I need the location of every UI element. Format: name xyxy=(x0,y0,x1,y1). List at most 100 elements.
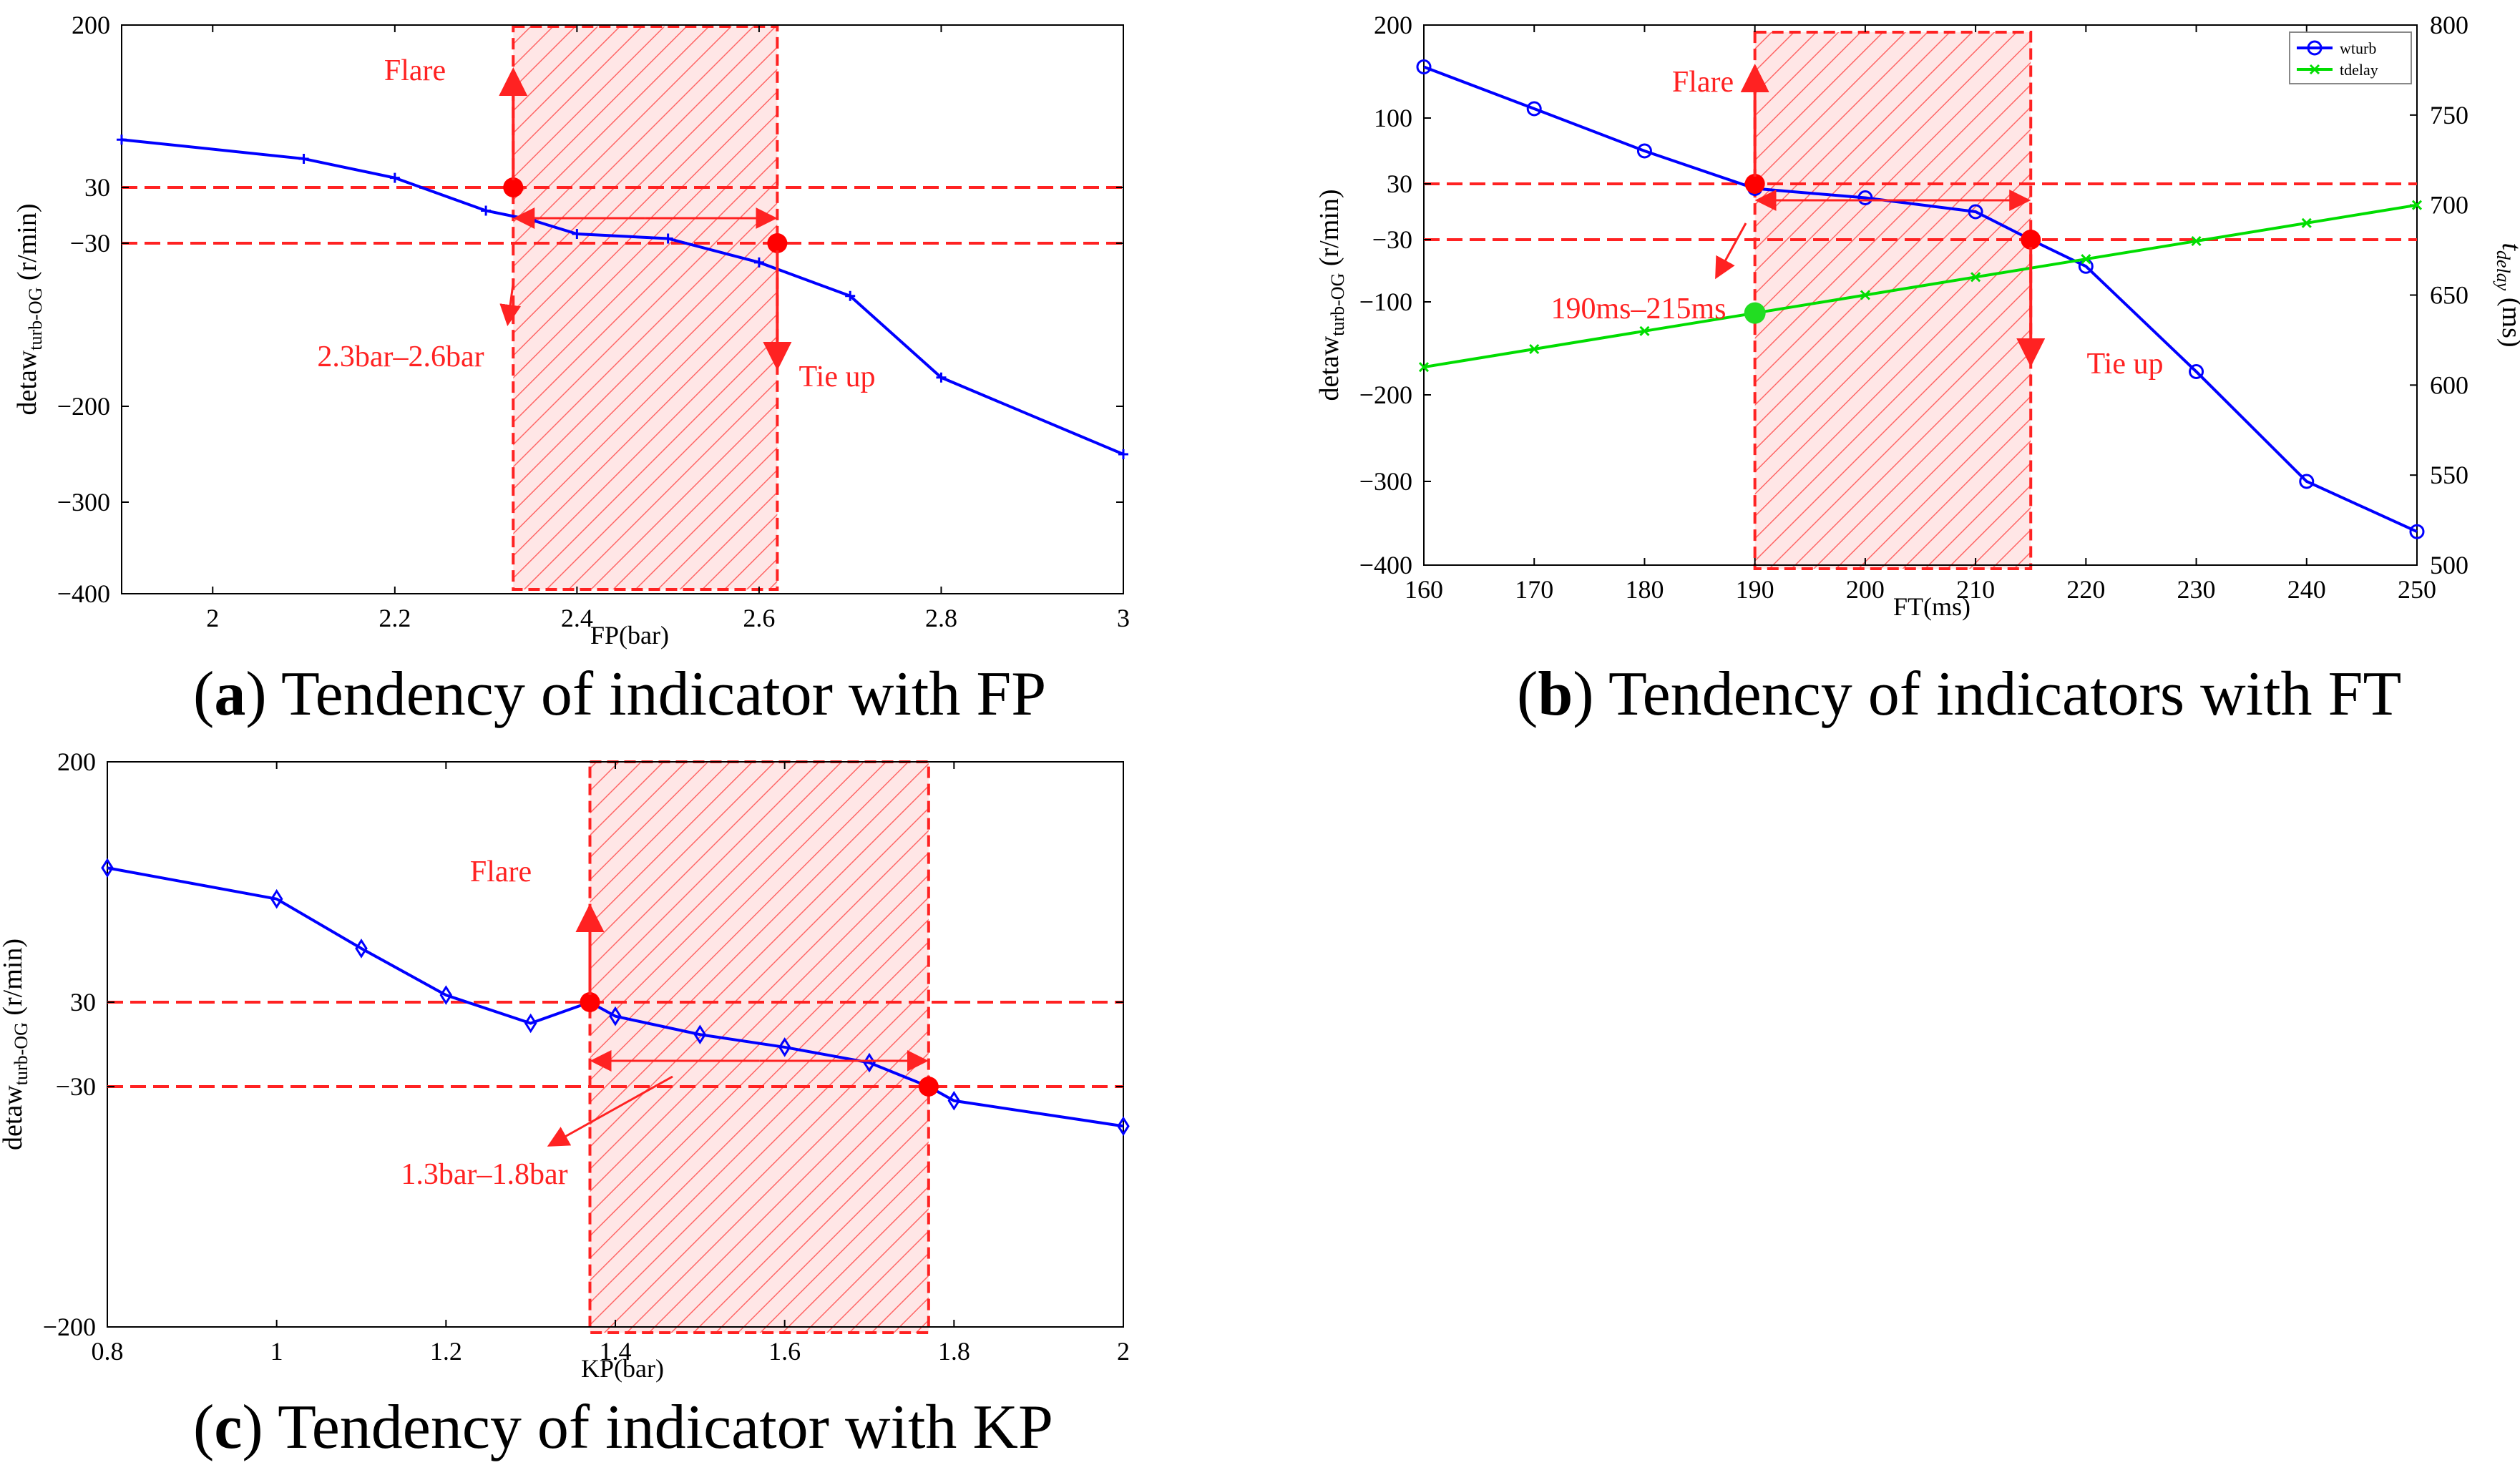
y-tick-label: −100 xyxy=(1359,288,1412,316)
x-tick-label: 210 xyxy=(1956,575,1995,604)
y-tick-label: −400 xyxy=(57,579,110,608)
data-point-wturb xyxy=(2189,364,2204,379)
legend-label: wturb xyxy=(2340,39,2376,57)
caption-b-letter: b xyxy=(1538,660,1573,729)
x-tick-label: 240 xyxy=(2287,575,2326,604)
y-label-sub: turb-OG xyxy=(1327,273,1348,336)
x-tick-label: 1.8 xyxy=(938,1337,970,1366)
y-right-tick-label: 600 xyxy=(2430,371,2468,399)
data-point-wturb xyxy=(1857,190,1873,205)
data-point-wturb xyxy=(389,172,400,183)
data-point-tdelay xyxy=(2081,254,2091,265)
caption-b: (b) Tendency of indicators with FT xyxy=(1517,660,2402,729)
series-line-wturb xyxy=(1423,65,2418,534)
y-right-label-unit: (ms) xyxy=(2496,290,2520,347)
data-point-tdelay xyxy=(1529,343,1540,355)
legend-marker xyxy=(2309,64,2320,75)
y-right-tick-label: 500 xyxy=(2430,551,2468,579)
y-tick-label: −30 xyxy=(56,1072,96,1101)
y-tick-label: −300 xyxy=(1359,467,1412,496)
data-point-wturb xyxy=(481,205,492,216)
chart-panel-a: 2 2.2 2.4 2.6 2.8 3 200 30 −30 −200 −300 −400 FP(bar… xyxy=(12,11,1130,650)
y-right-tick-label: 550 xyxy=(2430,461,2468,489)
x-axis-label: KP(bar) xyxy=(581,1354,664,1383)
data-point-wturb xyxy=(936,372,947,383)
y-tick-label: −200 xyxy=(1359,381,1412,409)
range-label: 1.3bar–1.8bar xyxy=(401,1158,567,1191)
x-tick-label: 190 xyxy=(1736,575,1774,604)
data-point-wturb xyxy=(439,985,453,1005)
data-point-wturb xyxy=(1118,449,1128,459)
data-point-wturb xyxy=(2409,524,2425,539)
data-point-wturb xyxy=(101,858,114,878)
caption-c-letter: c xyxy=(214,1393,243,1462)
x-tick-label: 3 xyxy=(1117,604,1130,632)
data-point-wturb xyxy=(693,1024,707,1045)
x-tick-label: 2.2 xyxy=(379,604,411,632)
chart-panel-c: 0.8 1 1.2 1.4 1.6 1.8 2 200 30 −30 −200 KP(bar) deta… xyxy=(0,748,1130,1383)
legend: wturb tdelay xyxy=(2289,31,2412,84)
x-axis-label: FT(ms) xyxy=(1893,592,1970,621)
data-point-tdelay xyxy=(1639,325,1650,336)
y-label-unit: (r/min) xyxy=(1314,190,1344,273)
flare-label: Flare xyxy=(470,856,532,888)
y-axis-label: detawturb-OG (r/min) xyxy=(0,939,31,1150)
data-point-wturb xyxy=(355,939,368,959)
flare-point xyxy=(503,177,524,197)
x-tick-label: 2.8 xyxy=(925,604,957,632)
x-tick-label: 230 xyxy=(2177,575,2216,604)
data-point-wturb xyxy=(298,153,309,164)
data-point-wturb xyxy=(845,290,856,301)
flare-label: Flare xyxy=(1672,66,1734,99)
flare-label: Flare xyxy=(384,54,446,87)
x-tick-label: 200 xyxy=(1846,575,1885,604)
x-tick-label: 220 xyxy=(2066,575,2105,604)
x-tick-label: 2 xyxy=(206,604,219,632)
flare-point xyxy=(580,992,600,1012)
caption-a: (a) Tendency of indicator with FP xyxy=(193,660,1047,729)
y-tick-label: −200 xyxy=(43,1313,96,1341)
y-tick-label: 30 xyxy=(70,988,96,1016)
chart-panel-b: 160 170 180 190 200 210 220 230 240 250 200 100 30 −3… xyxy=(1314,11,2520,621)
plot-frame xyxy=(121,24,1124,594)
legend-label: tdelay xyxy=(2340,61,2378,79)
y-label-unit: (r/min) xyxy=(12,204,42,288)
y-right-label-main: t xyxy=(2496,242,2520,251)
data-point-wturb xyxy=(270,888,283,909)
data-point-wturb xyxy=(1968,204,1983,220)
tieup-label: Tie up xyxy=(2087,348,2164,381)
data-point-wturb xyxy=(663,233,673,244)
x-tick-label: 1 xyxy=(270,1337,283,1366)
tdelay-highlight-point xyxy=(1744,302,1766,324)
flare-point xyxy=(1744,174,1765,194)
x-tick-label: 1.2 xyxy=(430,1337,462,1366)
data-point-wturb xyxy=(1636,143,1652,159)
data-point-wturb xyxy=(1117,1116,1130,1137)
feasible-band xyxy=(588,760,930,1334)
tieup-point xyxy=(2021,230,2041,250)
caption-a-text: Tendency of indicator with FP xyxy=(281,660,1047,729)
range-pointer-arrow xyxy=(547,1075,673,1147)
range-label: 2.3bar–2.6bar xyxy=(317,340,484,373)
legend-marker xyxy=(2307,40,2323,56)
y-right-tick-label: 700 xyxy=(2430,191,2468,220)
range-pointer-arrow xyxy=(499,278,522,326)
data-point-tdelay xyxy=(2191,235,2202,247)
x-tick-label: 250 xyxy=(2398,575,2436,604)
x-tick-label: 2.6 xyxy=(743,604,775,632)
y-right-tick-label: 750 xyxy=(2430,101,2468,129)
caption-c: (c) Tendency of indicator with KP xyxy=(193,1393,1053,1462)
data-point-wturb xyxy=(1526,101,1542,117)
data-point-wturb xyxy=(753,257,764,268)
y-right-label-sub: delay xyxy=(2493,250,2514,291)
y-right-axis-label: tdelay (ms) xyxy=(2493,242,2520,347)
data-point-wturb xyxy=(524,1013,537,1034)
y-label-main: detaw xyxy=(12,350,42,415)
tieup-point xyxy=(918,1077,939,1097)
y-label-main: detaw xyxy=(1314,335,1344,401)
data-point-wturb xyxy=(947,1090,961,1111)
tieup-point xyxy=(767,233,788,253)
y-axis-label: detawturb-OG (r/min) xyxy=(1314,190,1348,401)
data-point-tdelay xyxy=(2411,200,2423,210)
y-right-tick-label: 650 xyxy=(2430,281,2468,310)
